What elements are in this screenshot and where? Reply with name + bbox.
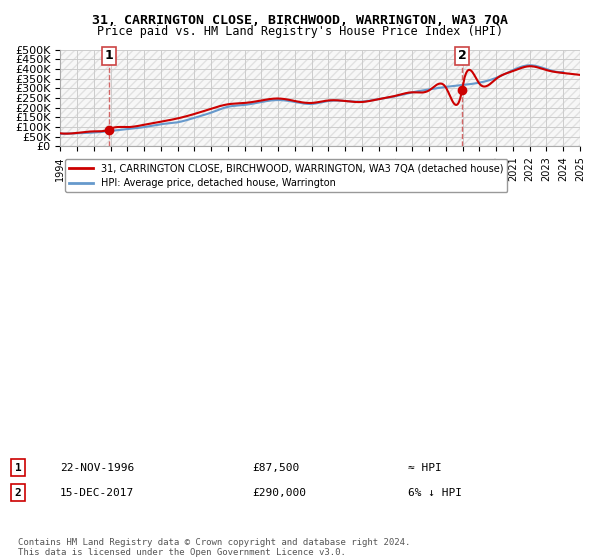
Bar: [228, 50, 236, 146]
Bar: [127, 50, 136, 146]
Bar: [547, 50, 555, 146]
Bar: [463, 50, 471, 146]
Bar: [345, 50, 353, 146]
Bar: [77, 50, 85, 146]
Bar: [312, 50, 320, 146]
Text: 2: 2: [458, 49, 466, 62]
Bar: [278, 50, 287, 146]
Text: 31, CARRINGTON CLOSE, BIRCHWOOD, WARRINGTON, WA3 7QA: 31, CARRINGTON CLOSE, BIRCHWOOD, WARRING…: [92, 14, 508, 27]
Bar: [178, 50, 186, 146]
Bar: [262, 50, 270, 146]
Bar: [395, 50, 404, 146]
Text: £290,000: £290,000: [252, 488, 306, 498]
Bar: [295, 50, 304, 146]
Bar: [429, 50, 437, 146]
Bar: [412, 50, 421, 146]
Text: 2: 2: [14, 488, 22, 498]
Bar: [328, 50, 337, 146]
Bar: [110, 50, 119, 146]
Text: 6% ↓ HPI: 6% ↓ HPI: [408, 488, 462, 498]
Text: Contains HM Land Registry data © Crown copyright and database right 2024.
This d: Contains HM Land Registry data © Crown c…: [18, 538, 410, 557]
Bar: [161, 50, 169, 146]
Text: 22-NOV-1996: 22-NOV-1996: [60, 463, 134, 473]
Bar: [60, 50, 68, 146]
Text: 1: 1: [104, 49, 113, 62]
Bar: [530, 50, 538, 146]
Text: Price paid vs. HM Land Registry's House Price Index (HPI): Price paid vs. HM Land Registry's House …: [97, 25, 503, 38]
Bar: [479, 50, 488, 146]
Bar: [194, 50, 203, 146]
Bar: [446, 50, 454, 146]
Bar: [144, 50, 152, 146]
Legend: 31, CARRINGTON CLOSE, BIRCHWOOD, WARRINGTON, WA3 7QA (detached house), HPI: Aver: 31, CARRINGTON CLOSE, BIRCHWOOD, WARRING…: [65, 159, 508, 192]
Bar: [211, 50, 220, 146]
Text: 1: 1: [14, 463, 22, 473]
Bar: [379, 50, 387, 146]
Bar: [362, 50, 370, 146]
Bar: [513, 50, 521, 146]
Bar: [94, 50, 102, 146]
Text: £87,500: £87,500: [252, 463, 299, 473]
Bar: [496, 50, 505, 146]
Text: 15-DEC-2017: 15-DEC-2017: [60, 488, 134, 498]
Text: ≈ HPI: ≈ HPI: [408, 463, 442, 473]
Bar: [245, 50, 253, 146]
